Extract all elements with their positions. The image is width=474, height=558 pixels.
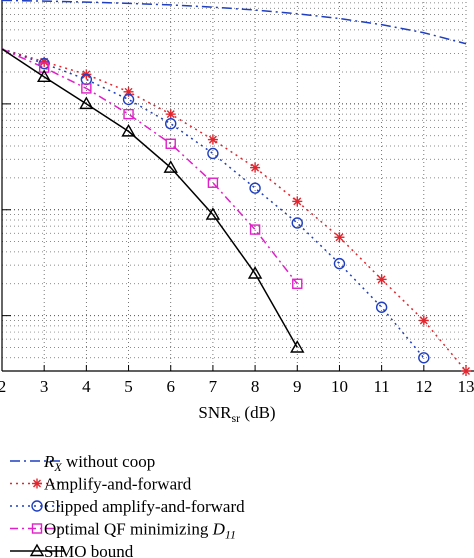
- x-axis-label-unit-text: (dB): [244, 403, 275, 422]
- series-line: [2, 48, 298, 348]
- data-point: [29, 543, 45, 557]
- x-axis-label-sub: sr: [231, 411, 240, 425]
- x-tick-label: 7: [209, 377, 218, 396]
- series-line: [2, 48, 298, 285]
- legend-subscript: X: [53, 460, 62, 474]
- legend-symbol: D: [212, 520, 226, 539]
- data-point: [292, 196, 303, 207]
- x-tick-label: 4: [82, 377, 91, 396]
- data-point: [461, 366, 471, 376]
- legend-entry-label: Optimal QF minimizing D11: [44, 520, 236, 542]
- data-point: [207, 177, 219, 188]
- data-point: [123, 108, 134, 120]
- x-tick-label: 11: [373, 377, 389, 396]
- star-stroke: [166, 110, 175, 119]
- data-point: [32, 478, 42, 489]
- data-point: [165, 117, 177, 130]
- star-stroke: [462, 367, 470, 375]
- legend: RX without coopAmplify-and-forwardClippe…: [10, 452, 245, 558]
- legend-entry-label: RX without coop: [43, 452, 155, 474]
- x-tick-label: 9: [293, 377, 302, 396]
- data-point: [247, 266, 263, 279]
- legend-entry-label: Clipped amplify-and-forward: [44, 497, 245, 516]
- star-stroke: [124, 87, 133, 96]
- star-stroke: [208, 135, 217, 144]
- data-point: [122, 93, 135, 106]
- x-tick-label: 12: [415, 377, 432, 396]
- star-stroke: [251, 163, 260, 172]
- data-point: [292, 278, 303, 289]
- data-point: [333, 257, 346, 270]
- data-point: [290, 340, 305, 353]
- data-point: [207, 134, 218, 145]
- legend-text-main: Optimal QF minimizing: [44, 520, 213, 539]
- x-tick-label: 5: [124, 377, 133, 396]
- data-point: [79, 96, 94, 110]
- star-stroke: [335, 233, 344, 242]
- x-axis-label: SNRsr (dB): [198, 403, 275, 425]
- series-lines: [2, 0, 467, 371]
- data-point: [418, 315, 429, 326]
- data-point: [31, 500, 43, 512]
- x-axis-label-main: SNR: [198, 403, 232, 422]
- data-point: [418, 352, 430, 364]
- series-line: [2, 48, 425, 359]
- data-point: [31, 523, 43, 534]
- data-point: [165, 138, 176, 149]
- x-tick-label: 10: [331, 377, 348, 396]
- data-point: [36, 69, 52, 83]
- data-point: [291, 217, 303, 229]
- data-point: [249, 224, 261, 235]
- x-tick-label: 8: [251, 377, 260, 396]
- data-point: [165, 109, 176, 120]
- grid: [1, 0, 467, 372]
- x-tick-label: 3: [40, 377, 49, 396]
- star-stroke: [33, 479, 41, 488]
- series-line: [2, 0, 467, 45]
- data-point: [375, 301, 388, 313]
- x-tick-label: 13: [458, 377, 474, 396]
- data-point: [249, 182, 261, 194]
- x-tick-labels: 2 3 4 5 6 7 8 9 10 11 12 13: [0, 377, 474, 396]
- axes: [1, 0, 474, 372]
- data-point: [334, 232, 345, 243]
- data-point: [81, 83, 92, 94]
- legend-entry-label: Amplify-and-forward: [44, 475, 192, 494]
- data-point: [250, 162, 261, 173]
- data-point: [207, 147, 219, 160]
- data-point: [205, 207, 221, 220]
- star-stroke: [377, 275, 386, 284]
- legend-symbol: R: [43, 452, 55, 471]
- star-stroke: [293, 197, 302, 206]
- x-tick-label: 2: [0, 377, 6, 396]
- legend-rest: without coop: [62, 452, 156, 471]
- data-point: [376, 274, 387, 285]
- legend-entry-label: SIMO bound: [44, 542, 134, 558]
- series-markers: [36, 56, 471, 376]
- data-point: [163, 160, 178, 173]
- data-point: [121, 123, 136, 137]
- x-tick-label: 6: [166, 377, 175, 396]
- legend-subscript: 11: [225, 528, 236, 542]
- star-stroke: [419, 316, 428, 325]
